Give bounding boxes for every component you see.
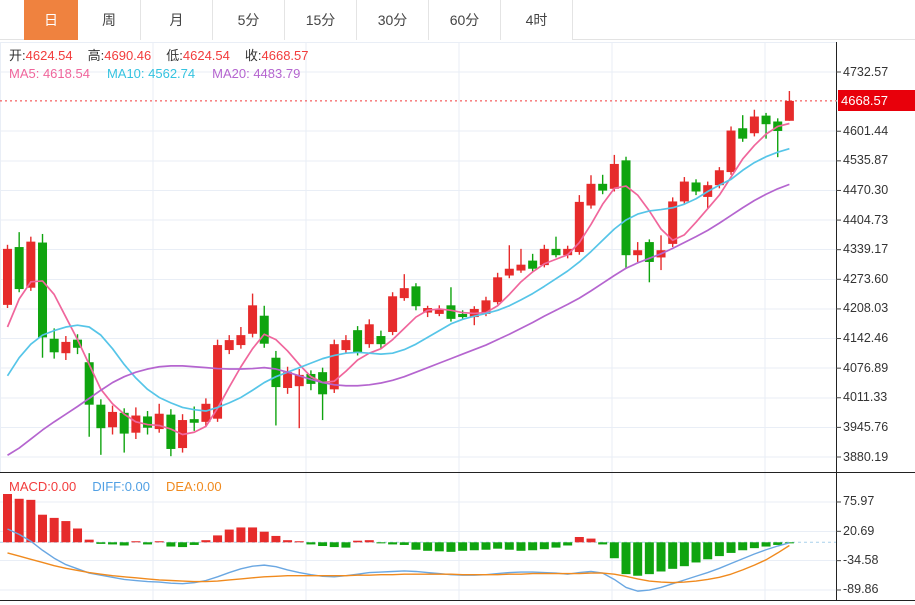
price-axis-tick: 4601.44 — [843, 123, 889, 138]
macd-axis-tick: 20.69 — [843, 523, 875, 538]
price-axis-tick: 4076.89 — [843, 360, 889, 375]
tab-15min[interactable]: 15分 — [285, 0, 357, 40]
ma20-legend: MA20: 4483.79 — [212, 66, 301, 81]
price-axis-tick: 4535.87 — [843, 153, 889, 168]
macd-value: MACD:0.00 — [9, 479, 77, 494]
price-axis-tick: 4208.03 — [843, 301, 889, 316]
macd-axis-tick: -34.58 — [843, 553, 879, 568]
tab-day[interactable]: 日 — [24, 0, 78, 40]
price-axis-tick: 4273.60 — [843, 271, 889, 286]
price-axis-tick: 4339.17 — [843, 242, 889, 257]
price-axis-tick: 3880.19 — [843, 449, 889, 464]
low-label: 低: — [166, 48, 183, 63]
low-value: 4624.54 — [182, 48, 230, 63]
macd-legend: MACD:0.00 DIFF:0.00 DEA:0.00 — [9, 478, 222, 495]
price-axis-tick: 4404.73 — [843, 212, 889, 227]
tab-5min[interactable]: 5分 — [213, 0, 285, 40]
tab-60min[interactable]: 60分 — [429, 0, 501, 40]
close-label: 收: — [244, 48, 262, 63]
ma10-legend: MA10: 4562.74 — [106, 66, 196, 81]
tab-4hour[interactable]: 4时 — [501, 0, 573, 40]
close-value: 4668.57 — [261, 48, 309, 63]
macd-axis-tick: 75.97 — [843, 494, 875, 509]
high-label: 高: — [87, 48, 105, 63]
current-price-badge: 4668.57 — [838, 90, 915, 112]
ma-legend: MA5: 4618.54 MA10: 4562.74 MA20: 4483.79 — [9, 65, 300, 82]
price-axis-tick: 4732.57 — [843, 64, 889, 79]
tab-month[interactable]: 月 — [141, 0, 213, 40]
high-value: 4690.46 — [104, 48, 152, 63]
open-value: 4624.54 — [25, 48, 73, 63]
dea-value: DEA:0.00 — [166, 479, 222, 494]
price-axis: 4732.57 4601.44 4535.87 4470.30 4404.73 4339.… — [836, 0, 915, 605]
price-axis-tick: 4142.46 — [843, 331, 889, 346]
ohlc-legend: 开:4624.54 高:4690.46 低:4624.54 收:4668.57 — [9, 47, 324, 64]
price-axis-tick: 4470.30 — [843, 182, 889, 197]
tab-30min[interactable]: 30分 — [357, 0, 429, 40]
price-axis-tick: 4011.33 — [843, 390, 888, 405]
tab-bar: 日周月 5分 15分 30分 60分 4时 — [0, 0, 915, 40]
price-axis-tick: 3945.76 — [843, 419, 889, 434]
tab-week[interactable]: 周 — [78, 0, 141, 40]
diff-value: DIFF:0.00 — [92, 479, 150, 494]
macd-axis: 75.97 20.69 -34.58 -89.86 — [836, 0, 915, 605]
open-label: 开: — [9, 48, 26, 63]
macd-axis-tick: -89.86 — [843, 582, 879, 597]
ma5-legend: MA5: 4618.54 — [9, 66, 90, 81]
